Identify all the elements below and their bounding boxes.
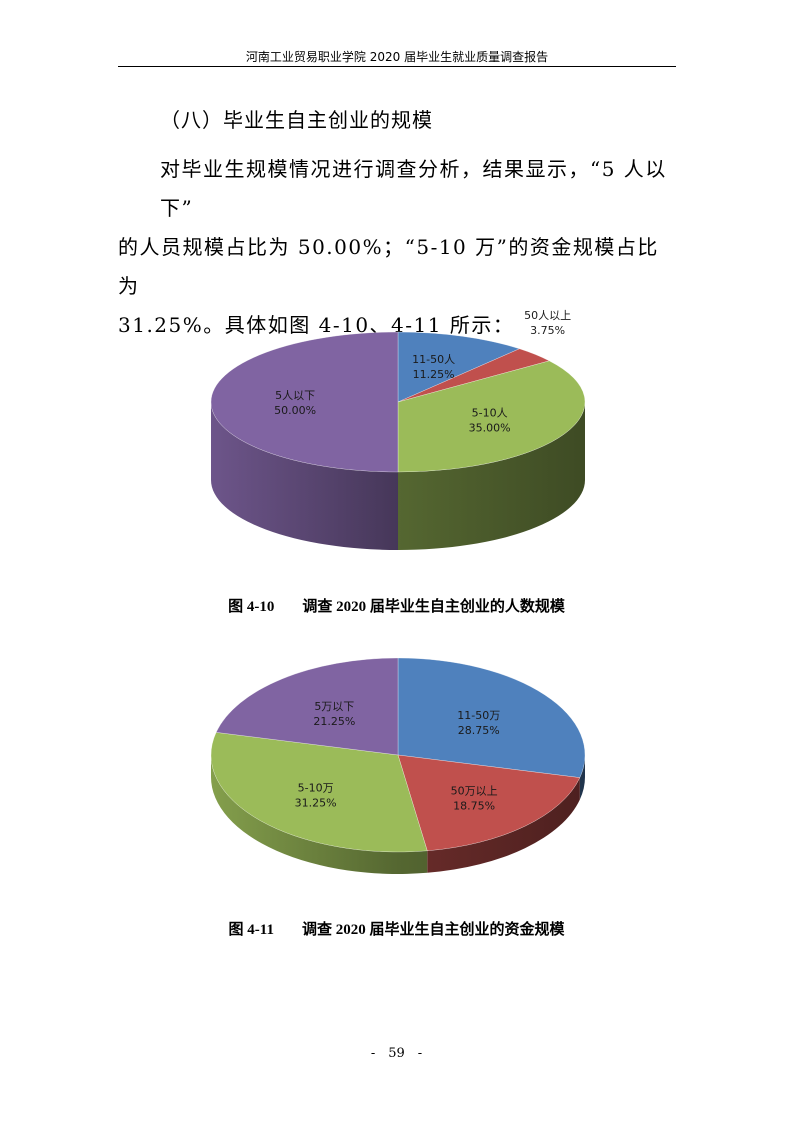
caption-number: 图 4-11 (228, 922, 274, 938)
pie-slice (397, 360, 586, 473)
data-label-value: 28.75% (458, 724, 500, 737)
caption-text: 调查 2020 届毕业生自主创业的资金规模 (301, 922, 565, 938)
pie-slice (210, 331, 399, 473)
body-line: 对毕业生规模情况进行调查分析，结果显示，“5 人以下” (160, 157, 667, 220)
pie-slice-side (427, 777, 580, 873)
figure-caption-4-10: 图 4-10 调查 2020 届毕业生自主创业的人数规模 (0, 595, 793, 616)
data-label-category: 5万以下 (314, 700, 354, 713)
page-number: - 59 - (370, 1046, 423, 1061)
data-label-value: 11.25% (413, 368, 455, 381)
data-label-value: 18.75% (453, 800, 495, 813)
data-label-value: 50.00% (274, 404, 316, 417)
data-label-category: 5人以下 (275, 389, 315, 402)
data-label-value: 3.75% (530, 324, 565, 337)
pie-slice (210, 732, 428, 853)
data-label-value: 21.25% (313, 715, 355, 728)
data-label-category: 50万以上 (451, 785, 498, 798)
running-header: 河南工业贸易职业学院 2020 届毕业生就业质量调查报告 (245, 50, 549, 64)
pie-slice (397, 331, 520, 403)
caption-text: 调查 2020 届毕业生自主创业的人数规模 (302, 599, 565, 615)
data-label-category: 5-10人 (472, 406, 508, 419)
caption-number: 图 4-10 (228, 599, 275, 615)
data-label-value: 35.00% (469, 421, 511, 434)
pie-slice-side (398, 402, 585, 550)
pie-slice (397, 657, 586, 778)
data-label-category: 50人以上 (524, 309, 571, 322)
figure-caption-4-11: 图 4-11 调查 2020 届毕业生自主创业的资金规模 (0, 918, 793, 939)
data-label-value: 31.25% (295, 797, 337, 810)
data-label-category: 11-50人 (412, 353, 455, 366)
pie-slice-side (211, 755, 428, 875)
data-label-category: 11-50万 (457, 709, 500, 722)
pie-slice (215, 657, 399, 756)
body-line: 的人员规模占比为 50.00%；“5-10 万”的资金规模占比为 (118, 235, 659, 298)
header-rule (118, 66, 676, 67)
body-line: 31.25%。具体如图 4-10、4-11 所示： (118, 313, 515, 337)
body-paragraph: 对毕业生规模情况进行调查分析，结果显示，“5 人以下” 的人员规模占比为 50.… (118, 150, 678, 345)
pie-slice-side (211, 402, 398, 550)
data-label-category: 5-10万 (298, 782, 334, 795)
pie-slice (397, 754, 581, 851)
section-title: （八）毕业生自主创业的规模 (160, 108, 433, 132)
pie-slice-side (579, 755, 585, 800)
